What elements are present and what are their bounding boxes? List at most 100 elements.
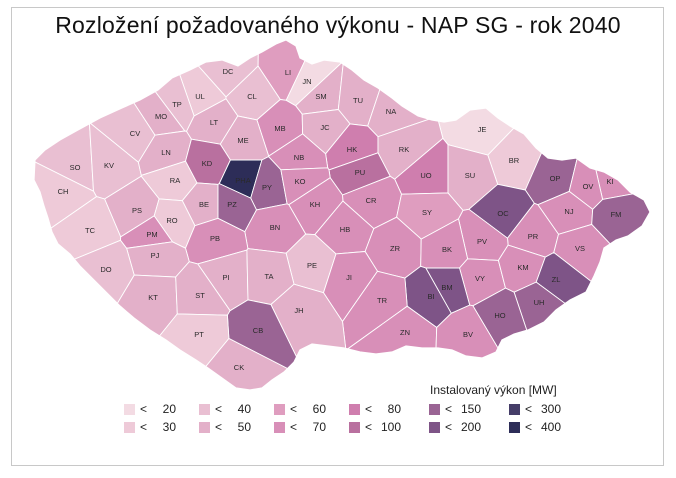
district-label-ra: RA [170,176,180,185]
district-label-ho: HO [494,311,505,320]
district-label-pu: PU [355,168,365,177]
district-label-su: SU [465,171,475,180]
district-label-km: KM [517,263,528,272]
district-label-st: ST [195,291,205,300]
legend-value: 40 [237,402,251,416]
legend-value: 80 [387,402,401,416]
district-label-bv: BV [463,330,473,339]
district-label-bm: BM [441,283,452,292]
legend-operator: < [215,420,223,434]
legend-swatch [429,404,440,415]
district-label-tp: TP [172,100,182,109]
district-label-sy: SY [422,208,432,217]
district-label-zn: ZN [400,328,410,337]
district-zl [535,251,650,378]
legend-swatch [509,404,520,415]
legend-operator: < [290,420,298,434]
district-label-uh: UH [534,298,545,307]
district-label-lt: LT [210,118,219,127]
district-label-fm: FM [611,210,622,219]
legend-value: 50 [237,420,251,434]
district-label-jn: JN [302,77,311,86]
district-label-tu: TU [353,96,363,105]
district-label-cb: CB [253,326,263,335]
legend-operator: < [525,402,533,416]
district-label-ch: CH [58,187,69,196]
district-label-cv: CV [130,129,140,138]
legend-title: Instalovaný výkon [MW] [430,383,557,397]
district-label-pe: PE [307,261,317,270]
district-label-pha: PHA [235,176,250,185]
district-label-pj: PJ [151,251,160,260]
legend: <20 <30 <40 <50 <60 <70 <80 <100 <150 <200 <300 <40… [124,402,584,438]
legend-swatch [509,422,520,433]
district-label-oc: OC [497,209,509,218]
district-label-vs: VS [575,244,585,253]
legend-swatch [349,422,360,433]
district-label-tc: TC [85,226,96,235]
district-label-ta: TA [264,272,273,281]
map-title: Rozložení požadovaného výkonu - NAP SG -… [55,12,621,38]
legend-swatch [429,422,440,433]
district-label-ji: JI [346,273,352,282]
legend-operator: < [365,402,373,416]
district-label-bi: BI [427,292,434,301]
district-label-pz: PZ [227,200,237,209]
district-label-ov: OV [583,182,594,191]
legend-value: 20 [162,402,176,416]
district-label-li: LI [285,68,291,77]
legend-swatch [274,422,285,433]
legend-operator: < [140,402,148,416]
district-label-pv: PV [477,237,487,246]
district-label-be: BE [199,200,209,209]
legend-value: 30 [162,420,176,434]
district-label-je: JE [478,125,487,134]
district-label-kh: KH [310,200,320,209]
district-label-uo: UO [420,171,431,180]
legend-operator: < [525,420,533,434]
legend-operator: < [445,420,453,434]
district-label-ki: KI [606,177,613,186]
district-label-mb: MB [274,124,285,133]
district-label-ck: CK [234,363,244,372]
district-label-bn: BN [270,223,280,232]
district-label-kv: KV [104,161,114,170]
district-label-mo: MO [155,112,167,121]
legend-swatch [199,404,210,415]
legend-value: 100 [380,420,401,434]
district-label-pb: PB [210,234,220,243]
district-label-nb: NB [294,153,304,162]
district-label-pt: PT [194,330,204,339]
district-label-nj: NJ [564,207,573,216]
district-label-so: SO [70,163,81,172]
district-label-me: ME [237,136,248,145]
district-label-kd: KD [202,159,213,168]
district-label-cr: CR [366,196,377,205]
district-label-ps: PS [132,206,142,215]
legend-value: 300 [540,402,561,416]
district-label-jc: JC [320,123,330,132]
district-label-na: NA [386,107,396,116]
legend-operator: < [290,402,298,416]
legend-value: 400 [540,420,561,434]
legend-swatch [199,422,210,433]
district-na [367,40,455,138]
district-label-sm: SM [315,92,326,101]
district-label-pm: PM [146,230,157,239]
district-label-hk: HK [347,145,357,154]
legend-operator: < [365,420,373,434]
legend-swatch [124,404,135,415]
legend-value: 70 [312,420,326,434]
district-label-ko: KO [295,177,306,186]
legend-swatch [124,422,135,433]
district-label-dc: DC [223,67,234,76]
legend-swatch [274,404,285,415]
district-label-cl: CL [247,92,257,101]
district-label-bk: BK [442,245,452,254]
district-label-ro: RO [166,216,177,225]
legend-value: 200 [460,420,481,434]
district-label-vy: VY [475,274,485,283]
district-label-pr: PR [528,232,539,241]
legend-value: 150 [460,402,481,416]
